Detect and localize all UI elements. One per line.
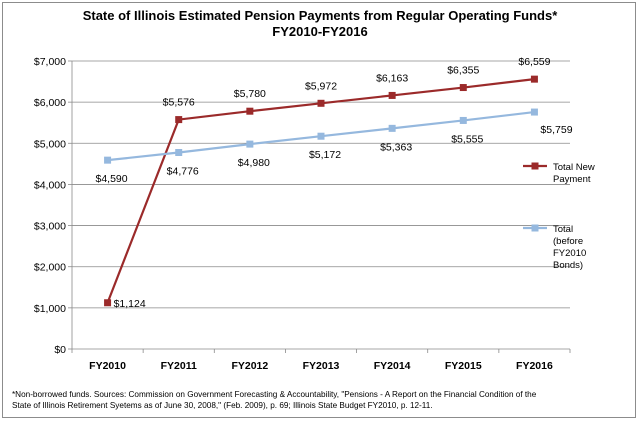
y-tick-label: $4,000 <box>34 179 66 191</box>
data-label: $6,355 <box>447 65 479 77</box>
series-group: $1,124 $5,576 $5,780 $5,972 $6,163 $6,355 $6,5… <box>96 56 573 310</box>
x-tick-label: FY2012 <box>231 360 268 372</box>
legend-marker <box>531 162 539 170</box>
chart-title-line1: State of Illinois Estimated Pension Paym… <box>82 8 558 23</box>
data-point <box>530 75 538 83</box>
data-label: $5,576 <box>163 97 195 109</box>
data-label: $5,780 <box>234 88 266 100</box>
y-tick-label: $5,000 <box>34 138 66 150</box>
x-tick-label: FY2013 <box>303 360 340 372</box>
footnote: *Non-borrowed funds. Sources: Commission… <box>12 389 628 411</box>
data-point <box>459 84 467 92</box>
y-tick-label: $1,000 <box>34 303 66 315</box>
y-tick-label: $7,000 <box>34 56 66 68</box>
data-label: $4,980 <box>238 157 270 169</box>
x-tick-label: FY2010 <box>89 360 126 372</box>
y-tick-label: $0 <box>54 344 66 356</box>
data-point <box>246 140 254 148</box>
x-tick-label: FY2016 <box>516 360 553 372</box>
x-tick-label: FY2014 <box>374 360 411 372</box>
legend-label: FY2010 <box>553 248 586 259</box>
chart-title: State of Illinois Estimated Pension Paym… <box>0 8 640 40</box>
data-label: $5,555 <box>451 133 483 145</box>
y-tick-label: $2,000 <box>34 262 66 274</box>
data-label: $4,590 <box>96 173 128 185</box>
legend-label: Total <box>553 224 573 235</box>
gridlines <box>72 60 570 309</box>
legend-marker <box>531 224 539 232</box>
data-point <box>317 99 325 107</box>
data-label: $5,172 <box>309 149 341 161</box>
x-tick-label: FY2011 <box>161 360 197 372</box>
legend-label: Payment <box>553 174 591 185</box>
data-label: $6,163 <box>376 72 408 84</box>
axes <box>68 60 571 353</box>
line-chart: $0 $1,000 $2,000 $3,000 $4,000 $5,000 $6,000 $7… <box>34 56 595 372</box>
data-point <box>175 116 183 124</box>
footnote-line1: *Non-borrowed funds. Sources: Commission… <box>12 390 537 399</box>
data-point <box>459 116 467 124</box>
y-tick-label: $6,000 <box>34 97 66 109</box>
data-label: $1,124 <box>114 298 146 310</box>
data-point <box>104 156 112 164</box>
data-label: $5,972 <box>305 80 337 92</box>
chart-title-line2: FY2010-FY2016 <box>272 24 368 39</box>
data-point <box>246 107 254 115</box>
y-tick-label: $3,000 <box>34 221 66 233</box>
data-point <box>104 299 112 307</box>
legend-label: Bonds) <box>553 260 583 271</box>
data-label: $4,776 <box>167 166 199 178</box>
data-label: $5,363 <box>380 141 412 153</box>
x-tick-label: FY2015 <box>445 360 482 372</box>
footnote-line2: State of Illinois Retirement Syetems as … <box>12 401 433 410</box>
data-point <box>388 91 396 99</box>
legend-label: Total New <box>553 162 595 173</box>
data-label: $5,759 <box>540 124 572 136</box>
data-point <box>530 108 538 116</box>
data-label: $6,559 <box>518 56 550 68</box>
y-axis-ticks: $0 $1,000 $2,000 $3,000 $4,000 $5,000 $6,000 $7… <box>34 56 66 356</box>
x-axis-ticks: FY2010 FY2011 FY2012 FY2013 FY2014 FY2015 FY20… <box>89 360 553 372</box>
legend-label: (before <box>553 236 583 247</box>
data-point <box>175 149 183 157</box>
data-point <box>388 124 396 132</box>
data-point <box>317 132 325 140</box>
series-line <box>106 78 535 304</box>
